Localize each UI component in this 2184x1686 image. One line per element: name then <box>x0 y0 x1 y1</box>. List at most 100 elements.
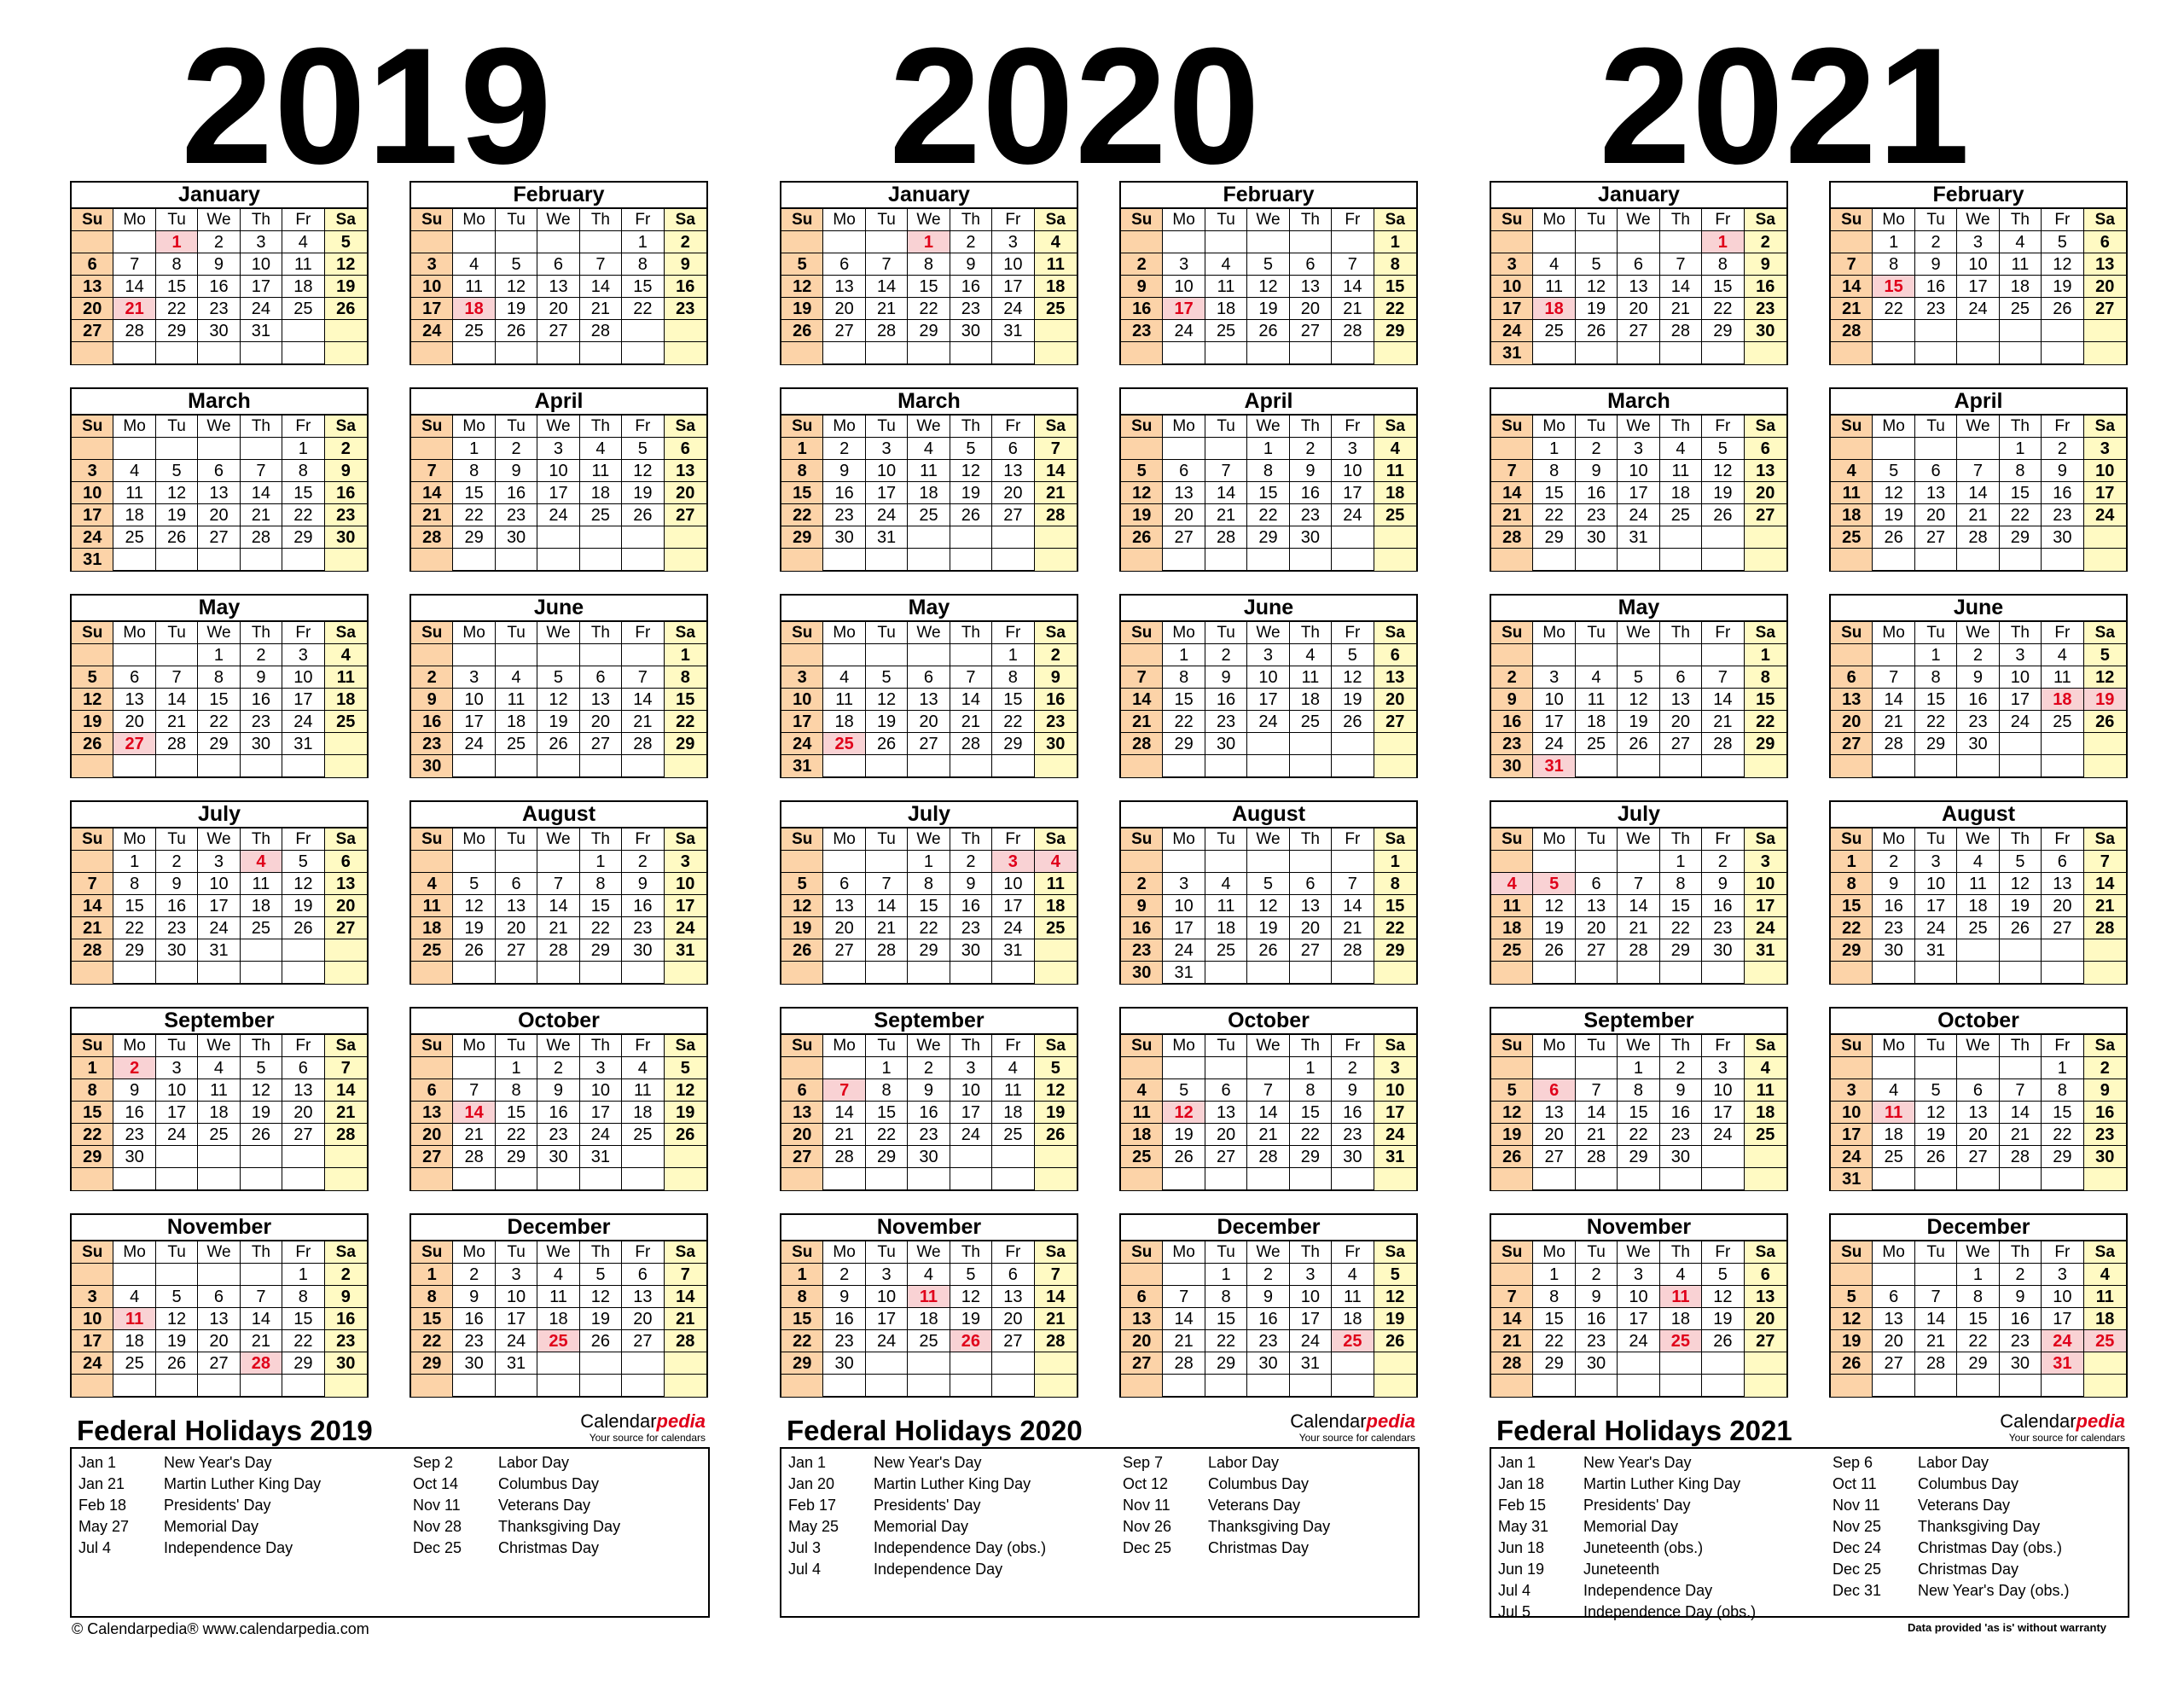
empty-cell <box>1618 1352 1660 1375</box>
weekday-header: Su <box>781 416 824 438</box>
day-cell: 16 <box>324 482 367 504</box>
weekday-header: Fr <box>282 416 325 438</box>
empty-cell <box>1374 526 1416 549</box>
day-cell: 21 <box>1491 1330 1534 1352</box>
day-cell: 17 <box>579 1102 623 1124</box>
empty-cell <box>908 342 950 364</box>
day-cell: 25 <box>113 526 156 549</box>
day-cell: 8 <box>1831 873 1873 895</box>
day-cell: 3 <box>453 666 496 689</box>
holiday-day-cell: 25 <box>537 1330 580 1352</box>
day-cell: 7 <box>1659 253 1703 276</box>
day-cell: 25 <box>411 939 454 962</box>
day-cell: 23 <box>155 917 199 939</box>
holiday-row: May 31 Memorial Day <box>1498 1516 1756 1538</box>
holiday-date: Feb 17 <box>788 1497 837 1514</box>
weekday-header: Fr <box>992 209 1035 231</box>
month-name: March <box>781 389 1077 416</box>
day-cell: 30 <box>2042 526 2084 549</box>
weekday-header: Th <box>1289 416 1333 438</box>
day-cell: 14 <box>411 482 454 504</box>
day-cell: 26 <box>495 320 538 342</box>
day-cell: 13 <box>1289 276 1333 298</box>
day-cell: 2 <box>1659 1057 1703 1079</box>
empty-cell <box>622 962 665 984</box>
weekday-header: We <box>908 622 950 644</box>
holiday-row: Nov 25 Thanksgiving Day <box>1833 1516 2070 1538</box>
day-cell: 27 <box>1744 504 1786 526</box>
holiday-date: Dec 25 <box>1833 1561 1882 1578</box>
empty-cell <box>1533 231 1576 253</box>
day-cell: 4 <box>579 438 623 460</box>
weekday-header: Tu <box>1205 828 1248 851</box>
day-cell: 19 <box>1702 482 1745 504</box>
weekday-header: We <box>1957 828 2000 851</box>
empty-cell <box>155 644 199 666</box>
weekday-header: Tu <box>155 1241 199 1264</box>
day-cell: 2 <box>240 644 283 666</box>
holiday-row: Oct 12 Columbus Day <box>1123 1474 1330 1495</box>
day-cell: 27 <box>495 939 538 962</box>
day-cell: 14 <box>1247 1102 1290 1124</box>
day-cell: 1 <box>1289 1057 1333 1079</box>
day-cell: 18 <box>1744 1102 1786 1124</box>
holiday-name: Labor Day <box>1918 1454 1989 1471</box>
weekday-header: Sa <box>2083 1035 2126 1057</box>
month-may-2020: May Su Mo Tu We Th Fr Sa 1 2 3 4 5 6 7 8 9 10 11 12 13 14 15 16… <box>780 594 1078 778</box>
weekday-header: Th <box>1999 622 2042 644</box>
weekday-header: Sa <box>324 1035 367 1057</box>
day-cell: 17 <box>72 504 114 526</box>
day-cell: 3 <box>72 460 114 482</box>
month-grid: Su Mo Tu We Th Fr Sa 1 2 3 4 5 6 7 8 9 10 11 12 13 14 15 16 17 1… <box>1491 1241 1786 1397</box>
day-cell: 19 <box>1914 1124 1958 1146</box>
day-cell: 13 <box>1914 482 1958 504</box>
day-cell: 24 <box>865 1330 909 1352</box>
day-cell: 24 <box>1163 320 1205 342</box>
empty-cell <box>1831 1057 1873 1079</box>
day-cell: 2 <box>622 851 665 873</box>
empty-cell <box>1163 1057 1205 1079</box>
day-cell: 13 <box>495 895 538 917</box>
day-cell: 7 <box>155 666 199 689</box>
weekday-header: We <box>908 1035 950 1057</box>
empty-cell <box>1744 962 1786 984</box>
holiday-day-cell: 11 <box>1659 1286 1703 1308</box>
day-cell: 30 <box>1873 939 1915 962</box>
day-cell: 4 <box>1744 1057 1786 1079</box>
month-february-2019: February Su Mo Tu We Th Fr Sa 1 2 3 4 5 6 7 8 9 10 11 12 13 1… <box>410 181 708 365</box>
day-cell: 5 <box>1374 1264 1416 1286</box>
day-cell: 18 <box>1121 1124 1164 1146</box>
empty-cell <box>1618 549 1660 571</box>
holiday-day-cell: 25 <box>1332 1330 1374 1352</box>
weekday-header: Su <box>781 1241 824 1264</box>
day-cell: 17 <box>240 276 283 298</box>
day-cell: 22 <box>908 298 950 320</box>
empty-cell <box>496 1375 538 1397</box>
weekday-header: Tu <box>155 416 199 438</box>
weekday-header: Tu <box>1205 1241 1248 1264</box>
day-cell: 27 <box>1163 526 1205 549</box>
day-cell: 15 <box>1374 895 1416 917</box>
day-cell: 30 <box>113 1146 156 1168</box>
month-grid: Su Mo Tu We Th Fr Sa 1 2 3 4 5 6 7 8 9 10 11 12 13 14 15 16 17 1… <box>1831 622 2126 777</box>
month-november-2020: November Su Mo Tu We Th Fr Sa 1 2 3 4 5 6 7 8 9 10 11 12 13 1… <box>780 1213 1078 1398</box>
day-cell: 3 <box>1831 1079 1873 1102</box>
day-cell: 6 <box>2042 851 2084 873</box>
day-cell: 16 <box>950 276 993 298</box>
empty-cell <box>1121 549 1164 571</box>
empty-cell <box>1332 962 1374 984</box>
day-cell: 5 <box>781 873 824 895</box>
weekday-header: Tu <box>1575 828 1618 851</box>
day-cell: 26 <box>1999 917 2042 939</box>
day-cell: 26 <box>453 939 496 962</box>
empty-cell <box>1163 1375 1205 1397</box>
day-cell: 19 <box>495 298 538 320</box>
day-cell: 11 <box>908 460 950 482</box>
month-name: November <box>1491 1215 1786 1241</box>
weekday-header: We <box>1618 209 1660 231</box>
day-cell: 26 <box>1914 1146 1958 1168</box>
day-cell: 11 <box>113 482 156 504</box>
day-cell: 24 <box>282 711 325 733</box>
weekday-header: Sa <box>664 1241 706 1264</box>
day-cell: 12 <box>537 689 580 711</box>
